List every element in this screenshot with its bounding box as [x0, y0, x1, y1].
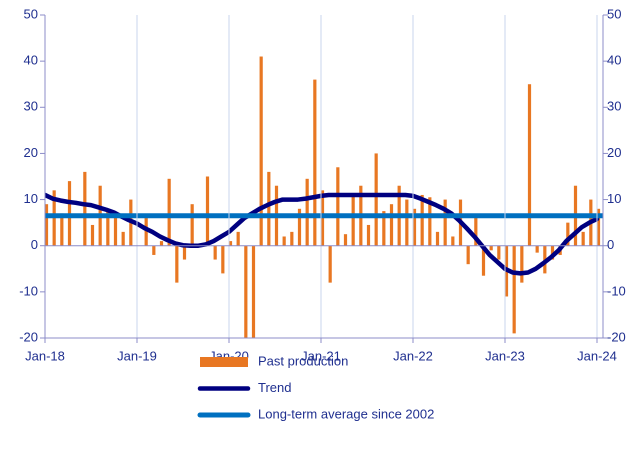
y-tick-label: -20: [19, 329, 38, 344]
y-tick-label: 0: [31, 237, 38, 252]
y-tick-label: 40: [24, 53, 38, 68]
bar: [213, 245, 217, 260]
bar: [144, 218, 148, 246]
bar: [374, 153, 378, 246]
bar: [251, 245, 256, 338]
bar: [45, 204, 49, 246]
bar: [497, 245, 501, 260]
bar: [581, 231, 585, 246]
bar: [106, 208, 110, 246]
y-tick-label: 20: [24, 145, 38, 160]
bar: [60, 213, 64, 246]
y2-tick-label: 10: [607, 191, 621, 206]
y2-tick-label: -20: [607, 329, 626, 344]
bar: [336, 167, 340, 246]
bar: [343, 234, 348, 246]
bar: [267, 171, 271, 246]
bar: [190, 204, 194, 246]
x-tick-label: Jan-19: [117, 348, 157, 363]
legend: Past production Trend Long-term average si…: [197, 353, 434, 421]
bar: [535, 245, 539, 253]
bar: [313, 79, 317, 246]
bar: [236, 231, 240, 246]
y2-tick-label: 40: [607, 53, 621, 68]
bar: [113, 218, 118, 246]
bar: [159, 241, 164, 246]
bar: [466, 245, 470, 265]
y2-tick-label: 30: [607, 99, 621, 114]
x-tick-label: Jan-21: [301, 348, 341, 363]
bar: [474, 218, 478, 246]
legend-label: Past production: [258, 353, 348, 368]
bar: [527, 84, 532, 246]
y-tick-label: 50: [24, 6, 38, 21]
bar: [443, 199, 447, 246]
x-tick-label: Jan-22: [393, 348, 433, 363]
bar: [550, 245, 555, 260]
bar: [152, 245, 156, 255]
bar: [412, 208, 417, 246]
y-tick-label: 30: [24, 99, 38, 114]
bar: [205, 176, 210, 246]
bar: [244, 245, 248, 338]
bar: [566, 222, 570, 246]
bar: [121, 231, 125, 246]
bar: [405, 199, 409, 246]
y-tick-label: -10: [19, 283, 38, 298]
bar: [382, 211, 386, 246]
y2-tick-label: 20: [607, 145, 621, 160]
bar: [83, 171, 87, 246]
legend-label: Trend: [258, 380, 291, 395]
bar: [420, 194, 424, 246]
bar: [351, 194, 355, 246]
y2-tick-label: -10: [607, 283, 626, 298]
bar: [182, 245, 187, 260]
bar: [259, 56, 263, 246]
legend-label: Long-term average since 2002: [258, 406, 434, 421]
bar: [290, 231, 294, 246]
bar: [297, 208, 302, 246]
bar: [305, 178, 309, 246]
x-tick-label: Jan-24: [577, 348, 617, 363]
bar: [328, 245, 332, 283]
legend-swatch: [200, 357, 248, 367]
x-tick-label: Jan-18: [25, 348, 65, 363]
bar: [175, 245, 179, 283]
bar: [90, 224, 95, 246]
bar: [512, 245, 516, 334]
bar: [489, 245, 493, 251]
bar: [366, 224, 371, 246]
bar: [221, 245, 225, 274]
bar: [167, 178, 171, 246]
y2-tick-label: 50: [607, 6, 621, 21]
bar: [520, 245, 524, 283]
bar: [451, 236, 455, 246]
bar: [228, 241, 233, 246]
bar: [428, 197, 432, 246]
axes: Jan-18 Jan-19 Jan-20 Jan-21 Jan-22 Jan-23 Jan-…: [19, 6, 626, 363]
y2-tick-label: 0: [607, 237, 614, 252]
bar: [282, 236, 286, 246]
y-tick-label: 10: [24, 191, 38, 206]
plot-area: [45, 56, 603, 338]
bar: [596, 208, 601, 246]
bar: [389, 204, 394, 246]
x-tick-label: Jan-23: [485, 348, 525, 363]
bar: [435, 231, 440, 246]
bar: [481, 245, 486, 276]
